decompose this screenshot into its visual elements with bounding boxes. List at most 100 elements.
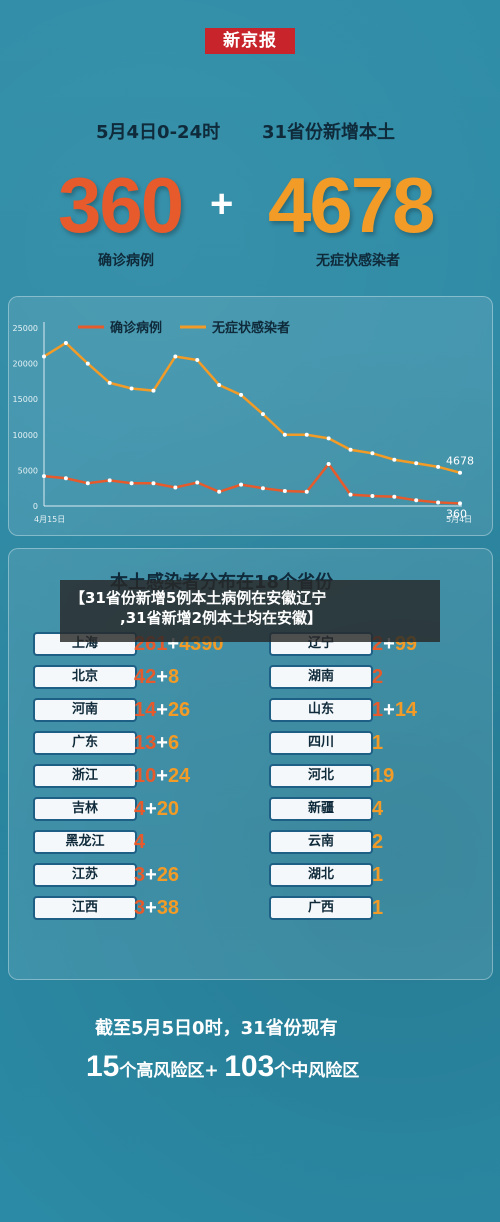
- confirmed-count: 13: [134, 732, 157, 754]
- data-point: [217, 382, 222, 387]
- data-point: [42, 474, 46, 479]
- end-value-label: 360: [446, 507, 467, 520]
- end-value-label: 4678: [446, 455, 474, 468]
- series-line: [43, 461, 461, 505]
- plus-sign: +: [167, 633, 180, 655]
- province-value: 1+14: [372, 698, 417, 722]
- province-value: 10+24: [134, 764, 190, 788]
- asymptomatic-count: 24: [167, 765, 191, 787]
- province-value: 42+8: [134, 665, 179, 689]
- data-point: [392, 494, 397, 499]
- plus-sign: +: [145, 897, 157, 919]
- x-axis: 4月15日 5月4日: [34, 505, 472, 524]
- data-point: [436, 464, 441, 469]
- plus-sign: +: [156, 732, 168, 754]
- caption-overlay: 【31省份新增5例本土病例在安徽辽宁 ,31省新增2例本土均在安徽】: [60, 580, 440, 642]
- data-point: [85, 361, 90, 366]
- data-point: [63, 476, 68, 481]
- data-point: [282, 489, 287, 494]
- y-tick-label: 10000: [13, 431, 38, 440]
- province-name: 湖北: [269, 863, 373, 887]
- province-value: 4+20: [134, 797, 179, 821]
- confirmed-count: 3: [134, 864, 146, 886]
- data-point: [151, 481, 156, 486]
- chart-panel: [8, 296, 493, 536]
- asymptomatic-count: 20: [156, 798, 180, 820]
- data-point: [282, 432, 287, 437]
- y-tick-label: 5000: [18, 466, 38, 475]
- data-point: [436, 500, 441, 505]
- series-line: [43, 341, 461, 474]
- data-point: [195, 358, 200, 363]
- data-point: [42, 354, 46, 359]
- data-point: [260, 486, 265, 491]
- plus-sign: +: [383, 699, 395, 721]
- high-risk-count: 15: [86, 1050, 120, 1083]
- confirmed-count: 1: [372, 699, 384, 721]
- province-value: 4: [134, 830, 145, 854]
- province-name: 广东: [33, 731, 137, 755]
- province-name: 黑龙江: [33, 830, 137, 854]
- mid-risk-count: 103: [224, 1050, 275, 1083]
- province-value: 19: [372, 764, 394, 788]
- province-value: 2: [372, 665, 383, 689]
- footer-line-1: 截至5月5日0时，31省份现有: [95, 1018, 338, 1039]
- province-value: 1: [372, 863, 383, 887]
- confirmed-count: 4: [134, 798, 146, 820]
- data-point: [304, 489, 309, 494]
- asymptomatic-label: 无症状感染者: [316, 253, 400, 269]
- asymptomatic-count: 26: [167, 699, 191, 721]
- data-point: [348, 492, 353, 497]
- asymptomatic-count: 19: [372, 765, 395, 787]
- data-point: [239, 392, 244, 397]
- province-value: 13+6: [134, 731, 179, 755]
- chart-legend: 确诊病例 无症状感染者: [78, 320, 290, 336]
- plus-sign: +: [145, 864, 157, 886]
- x-tick-label: 5月4日: [446, 515, 472, 524]
- province-value: 1: [372, 896, 383, 920]
- footer-line-2: 15个高风险区+ 103个中风险区: [86, 1050, 359, 1084]
- chart-series: 360 4678: [42, 340, 474, 520]
- province-name: 新疆: [269, 797, 373, 821]
- plus-sign: +: [156, 765, 168, 787]
- province-name: 广西: [269, 896, 373, 920]
- data-point: [173, 485, 178, 490]
- confirmed-label: 确诊病例: [98, 253, 154, 269]
- province-value: 1: [372, 731, 383, 755]
- province-value: 3+38: [134, 896, 179, 920]
- x-tick-label: 4月15日: [34, 515, 65, 524]
- province-name: 吉林: [33, 797, 137, 821]
- province-value: 2: [372, 830, 383, 854]
- high-risk-label: 个高风险区+: [119, 1061, 219, 1081]
- asymptomatic-count: 26: [156, 864, 180, 886]
- plus-sign: +: [145, 798, 157, 820]
- data-point: [414, 498, 419, 503]
- legend-label: 无症状感染者: [211, 320, 290, 336]
- y-tick-label: 15000: [13, 395, 38, 404]
- province-value: 4: [372, 797, 383, 821]
- province-name: 江苏: [33, 863, 137, 887]
- confirmed-count: 2: [372, 666, 384, 688]
- data-point: [151, 388, 156, 393]
- caption-line-1: 【31省份新增5例本土病例在安徽辽宁: [70, 589, 327, 607]
- confirmed-total: 360: [58, 161, 184, 249]
- headline-date: 5月4日0-24时: [96, 122, 221, 143]
- asymptomatic-total: 4678: [268, 161, 436, 249]
- province-name: 四川: [269, 731, 373, 755]
- plus-sign: +: [156, 666, 168, 688]
- data-point: [370, 494, 375, 499]
- confirmed-count: 2: [372, 633, 384, 655]
- trend-line-chart: 25000 20000 15000 10000 5000 0 4月15日 5月4日 确诊病例…: [13, 320, 474, 524]
- asymptomatic-count: 38: [156, 897, 180, 919]
- province-name: 江西: [33, 896, 137, 920]
- data-point: [63, 340, 68, 345]
- data-point: [414, 461, 419, 466]
- data-point: [370, 451, 375, 456]
- asymptomatic-count: 4: [372, 798, 384, 820]
- province-name: 河南: [33, 698, 137, 722]
- data-point: [392, 457, 397, 462]
- mid-risk-label: 个中风险区: [274, 1061, 360, 1081]
- province-name: 河北: [269, 764, 373, 788]
- province-name: 湖南: [269, 665, 373, 689]
- brand-logo: 新京报: [205, 28, 295, 54]
